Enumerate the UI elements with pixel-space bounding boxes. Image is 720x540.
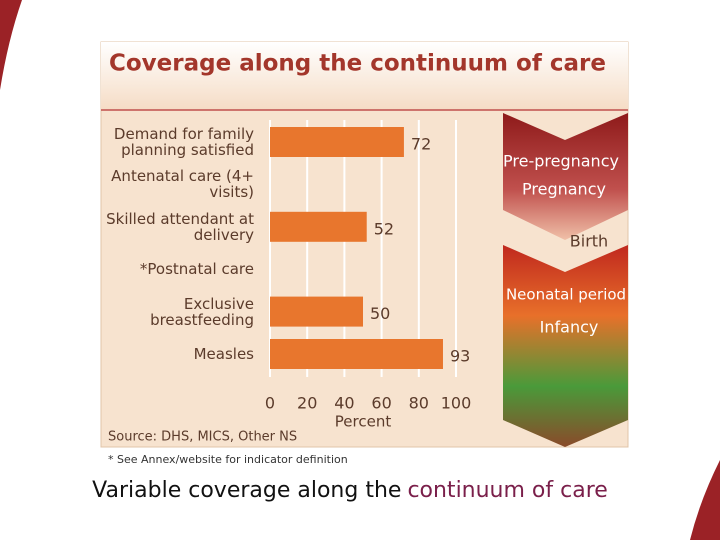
- stage-label: Pre-pregnancy: [503, 152, 619, 171]
- footnote: * See Annex/website for indicator defini…: [108, 453, 348, 466]
- category-label: Exclusive breastfeeding: [150, 294, 254, 329]
- category-label: Antenatal care (4+ visits): [111, 167, 254, 202]
- bar: [270, 339, 443, 369]
- x-tick-label: 0: [265, 394, 275, 413]
- chart-title: Coverage along the continuum of care: [109, 51, 606, 77]
- caption-highlight: continuum of care: [407, 478, 608, 503]
- x-tick-label: 100: [441, 394, 472, 413]
- source: Source: DHS, MICS, Other NS: [108, 430, 297, 445]
- title-bar: [101, 42, 628, 110]
- x-tick-label: 60: [371, 394, 391, 413]
- stage-label: Birth: [570, 232, 608, 251]
- bar: [270, 127, 404, 157]
- x-tick-label: 20: [297, 394, 317, 413]
- stage-label: Neonatal period: [506, 286, 626, 304]
- corner-decoration: [690, 460, 720, 540]
- category-label: *Postnatal care: [139, 260, 254, 279]
- corner-decoration: [0, 0, 22, 90]
- stage-label: Pregnancy: [522, 180, 606, 199]
- stage-band: [503, 245, 628, 447]
- value-label: 52: [374, 219, 394, 238]
- category-label: Skilled attendant at delivery: [106, 209, 254, 244]
- value-label: 50: [370, 304, 390, 323]
- value-label: 72: [411, 135, 431, 154]
- stage-label: Infancy: [540, 318, 599, 337]
- stage-band: [503, 113, 628, 240]
- category-label: Demand for family planning satisfied: [113, 125, 254, 159]
- x-tick-label: 40: [334, 394, 354, 413]
- value-label: 93: [450, 347, 470, 366]
- x-axis-label: Percent: [335, 413, 392, 431]
- caption-text: Variable coverage along the: [92, 478, 402, 503]
- x-tick-label: 80: [409, 394, 429, 413]
- caption: Variable coverage along the continuum of …: [0, 478, 700, 503]
- bar: [270, 211, 367, 242]
- bar: [270, 296, 363, 327]
- category-label: Measles: [193, 345, 254, 363]
